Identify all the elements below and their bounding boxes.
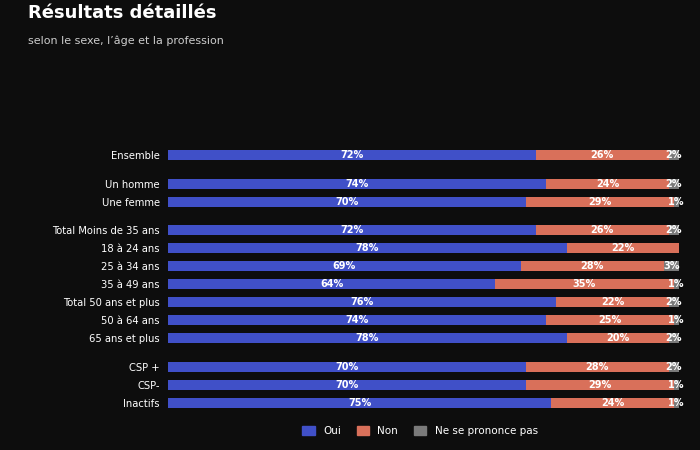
Text: 1%: 1%	[668, 197, 685, 207]
Bar	[168, 243, 566, 253]
Bar	[674, 380, 679, 390]
Bar	[521, 261, 664, 271]
Bar	[668, 333, 679, 343]
Text: 24%: 24%	[601, 398, 624, 408]
Text: 2%: 2%	[666, 333, 682, 343]
Bar	[168, 380, 526, 390]
Text: 70%: 70%	[335, 362, 358, 372]
Text: 1%: 1%	[668, 380, 685, 390]
Bar	[168, 398, 552, 408]
Text: 78%: 78%	[356, 333, 379, 343]
Bar	[546, 179, 668, 189]
Text: Résultats détaillés: Résultats détaillés	[28, 4, 216, 22]
Text: 69%: 69%	[332, 261, 356, 271]
Bar	[674, 197, 679, 207]
Text: 70%: 70%	[335, 380, 358, 390]
Text: 28%: 28%	[580, 261, 604, 271]
Text: 2%: 2%	[666, 150, 682, 160]
Text: 20%: 20%	[606, 333, 629, 343]
Text: 29%: 29%	[588, 380, 611, 390]
Text: 76%: 76%	[351, 297, 374, 307]
Bar	[526, 197, 674, 207]
Bar	[168, 225, 536, 235]
Text: 74%: 74%	[345, 179, 369, 189]
Text: 72%: 72%	[340, 225, 363, 235]
Text: 75%: 75%	[348, 398, 371, 408]
Text: 78%: 78%	[356, 243, 379, 253]
Bar	[526, 380, 674, 390]
Bar	[668, 150, 679, 160]
Text: 64%: 64%	[320, 279, 343, 289]
Bar	[668, 362, 679, 372]
Bar	[664, 261, 679, 271]
Bar	[168, 179, 546, 189]
Bar	[674, 279, 679, 289]
Bar	[668, 179, 679, 189]
Bar	[674, 398, 679, 408]
Bar	[536, 225, 668, 235]
Text: 26%: 26%	[591, 225, 614, 235]
Text: 28%: 28%	[586, 362, 609, 372]
Bar	[168, 150, 536, 160]
Bar	[536, 150, 668, 160]
Text: 1%: 1%	[668, 398, 685, 408]
Bar	[168, 333, 566, 343]
Text: 35%: 35%	[573, 279, 596, 289]
Text: 26%: 26%	[591, 150, 614, 160]
Text: 2%: 2%	[666, 297, 682, 307]
Bar	[668, 297, 679, 307]
Bar	[168, 315, 546, 325]
Bar	[168, 261, 521, 271]
Bar	[566, 243, 679, 253]
Text: 1%: 1%	[668, 315, 685, 325]
Text: 1%: 1%	[668, 279, 685, 289]
Bar	[552, 398, 674, 408]
Bar	[495, 279, 674, 289]
Bar	[674, 315, 679, 325]
Legend: Oui, Non, Ne se prononce pas: Oui, Non, Ne se prononce pas	[298, 422, 542, 440]
Text: 70%: 70%	[335, 197, 358, 207]
Bar	[168, 279, 495, 289]
Text: 3%: 3%	[663, 261, 680, 271]
Bar	[566, 333, 668, 343]
Text: 74%: 74%	[345, 315, 369, 325]
Text: 2%: 2%	[666, 362, 682, 372]
Text: 22%: 22%	[601, 297, 624, 307]
Text: 72%: 72%	[340, 150, 363, 160]
Text: 25%: 25%	[598, 315, 622, 325]
Text: 22%: 22%	[611, 243, 634, 253]
Bar	[168, 197, 526, 207]
Text: 24%: 24%	[596, 179, 619, 189]
Text: 29%: 29%	[588, 197, 611, 207]
Text: 2%: 2%	[666, 225, 682, 235]
Bar	[526, 362, 668, 372]
Bar	[556, 297, 668, 307]
Bar	[668, 225, 679, 235]
Bar	[168, 362, 526, 372]
Bar	[168, 297, 556, 307]
Bar	[546, 315, 674, 325]
Text: 2%: 2%	[666, 179, 682, 189]
Text: selon le sexe, l’âge et la profession: selon le sexe, l’âge et la profession	[28, 36, 224, 46]
